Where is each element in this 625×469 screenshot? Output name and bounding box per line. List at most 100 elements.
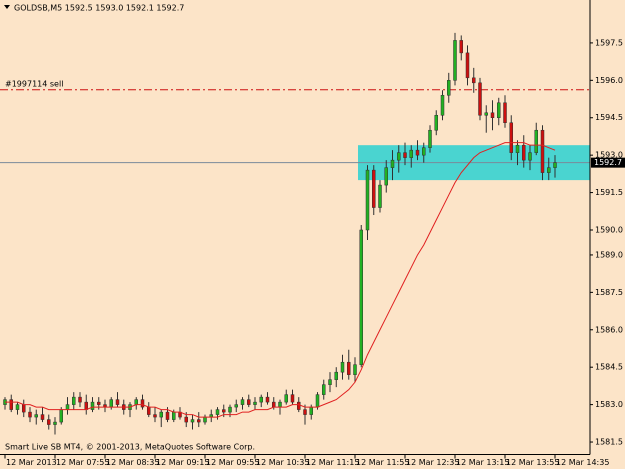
x-tick-label: 12 Mar 10:35 (256, 458, 309, 467)
x-tick-label: 12 Mar 11:55 (356, 458, 409, 467)
x-tick-label: 12 Mar 09:55 (206, 458, 259, 467)
x-tick-label: 12 Mar 08:35 (106, 458, 159, 467)
candle-body (184, 416, 188, 423)
candle-body (428, 129, 432, 148)
x-tick-label: 12 Mar 2013 (6, 458, 57, 467)
candle-body (459, 40, 463, 54)
candle-body (465, 52, 470, 79)
candle-body (147, 406, 151, 415)
candle-body (522, 144, 526, 161)
candle-body (197, 419, 201, 423)
moving-average (5, 142, 556, 418)
candle-body (515, 144, 520, 153)
candle-body (365, 169, 370, 231)
candle-body (140, 399, 145, 408)
candle-body (359, 229, 363, 365)
candle-body (265, 396, 270, 403)
candle-body (472, 77, 476, 84)
y-tick-label: 1593.0 (595, 151, 623, 160)
candle-body (415, 149, 420, 156)
candle-body (278, 401, 282, 408)
candle-body (547, 167, 551, 173)
y-tick-label: 1584.5 (595, 363, 623, 372)
y-tick-label: 1589.0 (595, 250, 623, 259)
x-tick-label: 12 Mar 12:35 (406, 458, 459, 467)
candle-body (553, 162, 557, 168)
candle-body (259, 396, 263, 403)
candle-body (409, 149, 413, 158)
candle-body (328, 379, 332, 385)
candle-body (72, 396, 76, 405)
y-tick-label: 1590.0 (595, 225, 623, 234)
candle-body (503, 102, 507, 123)
candle-body (272, 401, 276, 408)
candle-body (47, 419, 51, 425)
candle-body (159, 411, 163, 418)
candle-body (247, 399, 251, 405)
y-tick-label: 1597.5 (595, 38, 623, 47)
candle-body (78, 396, 82, 403)
candle-body (378, 184, 382, 208)
candle-body (540, 129, 545, 173)
x-tick-label: 12 Mar 07:55 (56, 458, 109, 467)
candle-body (228, 406, 232, 413)
candle-body (334, 371, 338, 380)
candle-body (478, 82, 482, 116)
candle-body (109, 399, 113, 408)
candle-body (422, 147, 426, 156)
candle-body (453, 40, 457, 81)
candle-body (528, 152, 532, 161)
y-tick-label: 1586.0 (595, 325, 623, 334)
x-tick-label: 12 Mar 09:15 (156, 458, 209, 467)
candle-body (253, 401, 257, 405)
bid-box (591, 157, 625, 168)
y-tick-label: 1583.0 (595, 400, 623, 409)
y-tick-label: 1581.5 (595, 438, 623, 447)
x-tick-label: 12 Mar 14:35 (556, 458, 609, 467)
bid-label: 1592.7 (594, 158, 622, 167)
candle-body (509, 122, 513, 153)
candle-body (84, 401, 88, 410)
candle-body (534, 129, 538, 153)
candle-body (384, 167, 388, 186)
candle-body (165, 411, 170, 420)
candle-body (340, 361, 345, 373)
candle-body (59, 409, 63, 423)
candle-body (153, 414, 157, 418)
candle-body (403, 152, 407, 158)
candle-body (134, 399, 138, 405)
candle-body (15, 404, 20, 410)
candle-body (322, 384, 326, 395)
x-tick-label: 12 Mar 11:15 (306, 458, 359, 467)
candle-body (190, 419, 195, 423)
candle-body (284, 394, 288, 403)
candle-body (397, 152, 401, 161)
candle-body (34, 414, 38, 418)
x-tick-label: 12 Mar 13:55 (506, 458, 559, 467)
candle-body (40, 414, 45, 420)
footer: Smart Live SB MT4, © 2001-2013, MetaQuot… (5, 443, 255, 452)
candle-body (234, 404, 238, 408)
x-tick-label: 12 Mar 13:15 (456, 458, 509, 467)
candle-body (115, 399, 120, 405)
candle-body (172, 411, 176, 420)
candle-body (28, 411, 32, 418)
candle-body (497, 102, 501, 118)
candle-body (490, 112, 495, 118)
candle-body (222, 409, 226, 413)
candle-body (215, 409, 220, 415)
menu-arrow (4, 5, 10, 9)
candle-body (97, 401, 101, 405)
order-label: #1997114 sell (5, 79, 63, 88)
candle-body (297, 401, 301, 410)
y-tick-label: 1594.5 (595, 113, 623, 122)
candle-body (309, 406, 313, 415)
y-tick-label: 1587.5 (595, 288, 623, 297)
candle-body (447, 80, 451, 96)
candle-body (240, 399, 245, 405)
candle-body (90, 401, 95, 410)
candle-body (372, 169, 376, 208)
candle-body (434, 114, 438, 131)
candle-body (484, 112, 488, 116)
